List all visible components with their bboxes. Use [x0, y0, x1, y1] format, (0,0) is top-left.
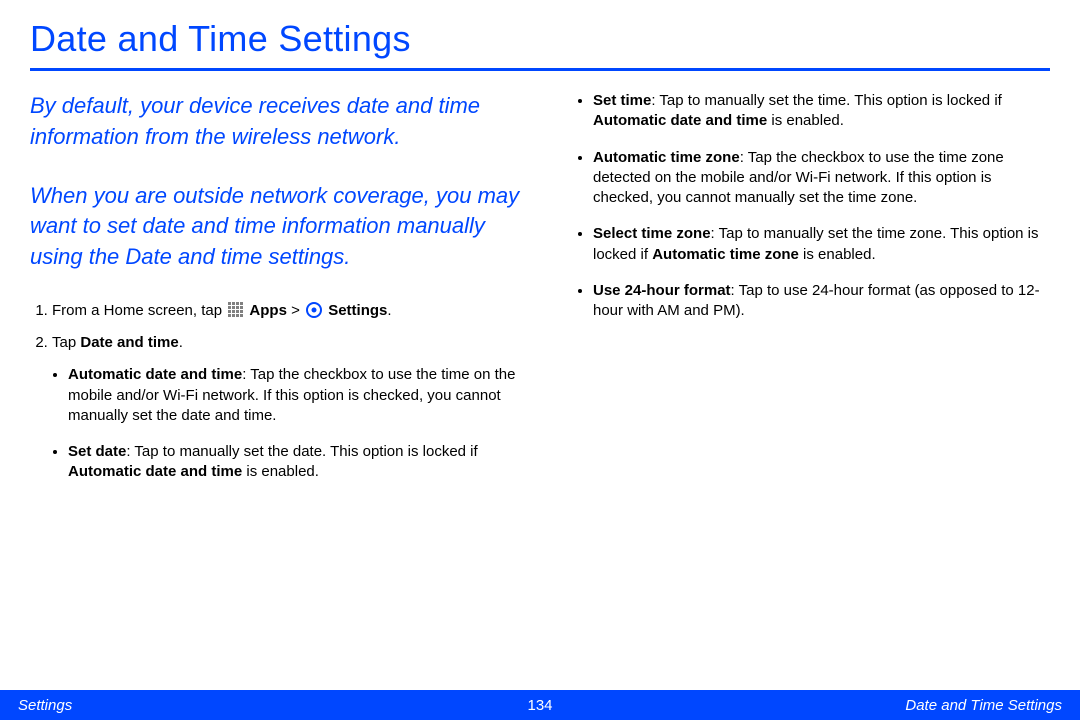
footer-left: Settings: [18, 697, 72, 714]
bullet-set-date-post: is enabled.: [242, 463, 319, 480]
bullet-auto-timezone-bold: Automatic time zone: [593, 149, 740, 166]
bullet-select-timezone-bold: Select time zone: [593, 225, 711, 242]
bullet-set-time-mid: : Tap to manually set the time. This opt…: [651, 92, 1001, 109]
step-1-apps: Apps: [249, 302, 287, 319]
intro-paragraph-1: By default, your device receives date an…: [30, 91, 525, 153]
footer-right: Date and Time Settings: [905, 697, 1062, 714]
bullet-set-time-bold: Set time: [593, 92, 651, 109]
title-rule: [30, 68, 1050, 71]
bullet-set-date-mid: : Tap to manually set the date. This opt…: [126, 443, 477, 460]
page-root: Date and Time Settings By default, your …: [0, 0, 1080, 720]
page-footer: Settings 134 Date and Time Settings: [0, 690, 1080, 720]
step-1: From a Home screen, tap Apps > Settings.: [52, 301, 525, 321]
bullet-auto-datetime-bold: Automatic date and time: [68, 366, 242, 383]
bullet-set-time-post: is enabled.: [767, 112, 844, 129]
step-1-post: .: [387, 302, 391, 319]
left-column: By default, your device receives date an…: [30, 91, 525, 499]
right-bullet-list: Set time: Tap to manually set the time. …: [555, 91, 1050, 321]
intro-paragraph-2: When you are outside network coverage, y…: [30, 181, 525, 273]
content-columns: By default, your device receives date an…: [30, 91, 1050, 499]
bullet-select-timezone: Select time zone: Tap to manually set th…: [593, 224, 1050, 265]
page-title: Date and Time Settings: [30, 18, 1050, 68]
bullet-select-timezone-bold2: Automatic time zone: [652, 246, 799, 263]
bullet-set-date-bold2: Automatic date and time: [68, 463, 242, 480]
bullet-set-time: Set time: Tap to manually set the time. …: [593, 91, 1050, 132]
step-1-gt: >: [287, 302, 304, 319]
step-2-post: .: [179, 334, 183, 351]
step-1-pre: From a Home screen, tap: [52, 302, 226, 319]
step-2-pre: Tap: [52, 334, 80, 351]
bullet-24hour-bold: Use 24-hour format: [593, 282, 731, 299]
bullet-select-timezone-post: is enabled.: [799, 246, 876, 263]
step-1-settings: Settings: [328, 302, 387, 319]
left-bullet-list: Automatic date and time: Tap the checkbo…: [30, 365, 525, 482]
steps-list: From a Home screen, tap Apps > Settings.…: [30, 301, 525, 354]
step-2-bold: Date and time: [80, 334, 178, 351]
bullet-auto-timezone: Automatic time zone: Tap the checkbox to…: [593, 148, 1050, 209]
bullet-24hour: Use 24-hour format: Tap to use 24-hour f…: [593, 281, 1050, 322]
bullet-set-date: Set date: Tap to manually set the date. …: [68, 442, 525, 483]
bullet-set-date-bold: Set date: [68, 443, 126, 460]
bullet-auto-datetime: Automatic date and time: Tap the checkbo…: [68, 365, 525, 426]
right-column: Set time: Tap to manually set the time. …: [555, 91, 1050, 499]
footer-page-number: 134: [527, 697, 552, 714]
bullet-set-time-bold2: Automatic date and time: [593, 112, 767, 129]
apps-grid-icon: [228, 302, 243, 317]
settings-gear-icon: [306, 302, 322, 318]
step-2: Tap Date and time.: [52, 333, 525, 353]
